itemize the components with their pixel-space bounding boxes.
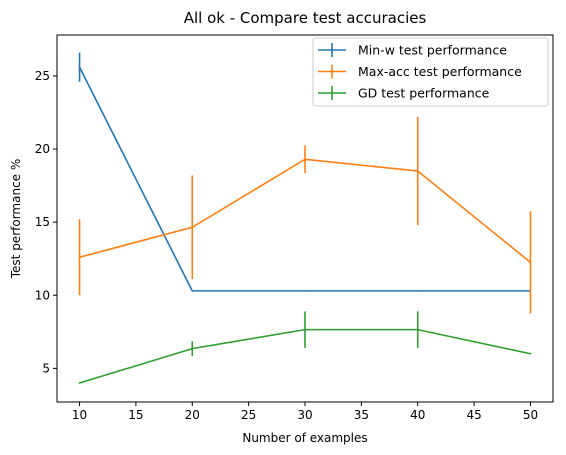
data-point <box>304 289 306 292</box>
y-tick-label: 10 <box>35 288 50 302</box>
legend-label: GD test performance <box>358 86 490 101</box>
legend-label: Max-acc test performance <box>358 64 522 79</box>
x-tick-label: 45 <box>466 408 481 422</box>
x-tick-label: 15 <box>128 408 143 422</box>
data-point <box>416 328 419 331</box>
data-point <box>304 158 306 161</box>
x-tick-label: 25 <box>241 408 256 422</box>
data-point <box>78 382 81 384</box>
legend-item: Min-w test performance <box>318 43 507 58</box>
x-tick-label: 35 <box>354 408 369 422</box>
data-point <box>191 347 194 350</box>
x-tick-label: 50 <box>523 408 538 422</box>
data-point <box>304 328 306 331</box>
data-point <box>191 226 194 229</box>
data-point <box>416 289 419 292</box>
data-point <box>191 289 194 292</box>
x-tick-label: 30 <box>297 408 312 422</box>
axis-ticks: 10 15 20 25 30 35 40 45 50 5 10 15 20 25 <box>35 69 538 422</box>
series-2 <box>78 116 532 314</box>
y-tick-label: 20 <box>35 142 50 156</box>
series-line <box>79 158 531 263</box>
series-3 <box>78 311 532 384</box>
data-point <box>78 256 81 259</box>
x-tick-label: 10 <box>72 408 87 422</box>
legend-label: Min-w test performance <box>358 43 507 58</box>
chart-title: All ok - Compare test accuracies <box>184 9 427 27</box>
y-tick-label: 15 <box>35 215 50 229</box>
plot-area <box>78 52 532 384</box>
x-tick-label: 40 <box>410 408 425 422</box>
y-axis-label: Test performance % <box>9 159 23 280</box>
y-tick-label: 5 <box>42 361 50 375</box>
legend: Min-w test performance Max-acc test perfo… <box>312 37 549 107</box>
data-point <box>529 352 532 355</box>
legend-item: Max-acc test performance <box>318 64 522 79</box>
data-point <box>416 170 419 172</box>
legend-frame <box>312 37 549 107</box>
legend-item: GD test performance <box>318 86 490 101</box>
x-axis-label: Number of examples <box>242 431 367 445</box>
y-tick-label: 25 <box>35 69 50 83</box>
data-point <box>78 66 81 69</box>
x-tick-label: 20 <box>185 408 200 422</box>
data-point <box>529 261 532 264</box>
